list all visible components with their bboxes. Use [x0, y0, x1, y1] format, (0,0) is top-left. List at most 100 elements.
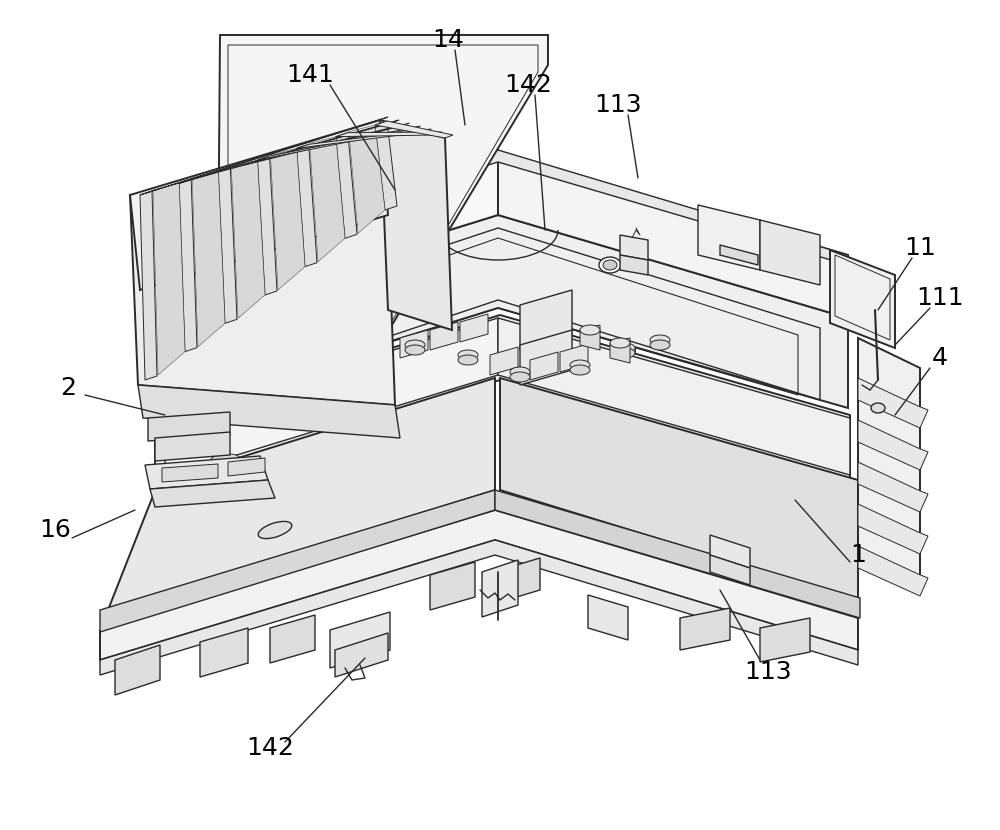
Polygon shape: [231, 160, 265, 319]
Ellipse shape: [355, 353, 375, 363]
Ellipse shape: [458, 355, 478, 365]
Polygon shape: [698, 205, 760, 270]
Polygon shape: [270, 149, 305, 290]
Polygon shape: [297, 129, 431, 149]
Polygon shape: [192, 172, 225, 347]
Polygon shape: [175, 215, 848, 408]
Polygon shape: [858, 338, 920, 590]
Ellipse shape: [258, 521, 292, 539]
Polygon shape: [228, 458, 265, 476]
Polygon shape: [100, 490, 495, 632]
Polygon shape: [115, 645, 160, 695]
Polygon shape: [858, 378, 928, 428]
Text: 11: 11: [904, 236, 936, 260]
Polygon shape: [588, 595, 628, 640]
Ellipse shape: [615, 343, 635, 353]
Polygon shape: [330, 612, 390, 668]
Text: 4: 4: [932, 346, 948, 370]
Polygon shape: [155, 315, 850, 485]
Ellipse shape: [615, 348, 635, 358]
Polygon shape: [430, 322, 458, 350]
Polygon shape: [138, 385, 400, 438]
Polygon shape: [153, 183, 185, 375]
Polygon shape: [218, 290, 372, 375]
Text: 113: 113: [744, 660, 792, 684]
Polygon shape: [498, 318, 850, 475]
Polygon shape: [100, 540, 858, 675]
Polygon shape: [179, 120, 399, 183]
Polygon shape: [148, 412, 230, 441]
Ellipse shape: [580, 325, 600, 335]
Polygon shape: [260, 353, 318, 412]
Text: 113: 113: [594, 93, 642, 117]
Polygon shape: [260, 318, 318, 382]
Ellipse shape: [405, 345, 425, 355]
Polygon shape: [520, 330, 572, 385]
Ellipse shape: [510, 372, 530, 382]
Polygon shape: [620, 235, 648, 260]
Polygon shape: [760, 618, 810, 662]
Polygon shape: [155, 432, 230, 461]
Ellipse shape: [650, 335, 670, 345]
Polygon shape: [218, 168, 237, 324]
Polygon shape: [720, 245, 758, 265]
Polygon shape: [490, 347, 518, 375]
Ellipse shape: [871, 403, 885, 413]
Ellipse shape: [599, 257, 621, 273]
Polygon shape: [218, 35, 548, 370]
Ellipse shape: [405, 340, 425, 350]
Ellipse shape: [355, 358, 375, 368]
Ellipse shape: [650, 340, 670, 350]
Polygon shape: [258, 156, 277, 295]
Polygon shape: [200, 628, 248, 677]
Polygon shape: [130, 195, 395, 405]
Ellipse shape: [210, 454, 240, 466]
Polygon shape: [858, 462, 928, 512]
Polygon shape: [335, 633, 388, 677]
Text: 142: 142: [504, 73, 552, 97]
Polygon shape: [175, 150, 498, 315]
Polygon shape: [380, 120, 452, 330]
Ellipse shape: [570, 365, 590, 375]
Text: 141: 141: [286, 63, 334, 87]
Polygon shape: [710, 555, 750, 585]
Polygon shape: [858, 546, 928, 596]
Polygon shape: [270, 615, 315, 663]
Polygon shape: [140, 191, 157, 380]
Polygon shape: [175, 150, 848, 265]
Polygon shape: [336, 133, 357, 238]
Polygon shape: [580, 325, 600, 350]
Polygon shape: [108, 378, 495, 610]
Ellipse shape: [570, 360, 590, 370]
Polygon shape: [520, 290, 572, 350]
Polygon shape: [179, 179, 197, 352]
Polygon shape: [375, 121, 397, 210]
Polygon shape: [100, 510, 858, 660]
Polygon shape: [500, 558, 540, 602]
Text: 16: 16: [39, 518, 71, 542]
Polygon shape: [278, 328, 316, 374]
Text: 14: 14: [432, 28, 464, 52]
Polygon shape: [336, 132, 442, 137]
Polygon shape: [150, 480, 275, 507]
Polygon shape: [430, 562, 475, 610]
Ellipse shape: [610, 338, 630, 348]
Polygon shape: [858, 420, 928, 470]
Polygon shape: [349, 125, 385, 233]
Polygon shape: [710, 535, 750, 568]
Polygon shape: [460, 314, 488, 342]
Polygon shape: [310, 137, 345, 261]
Ellipse shape: [491, 587, 509, 597]
Polygon shape: [858, 504, 928, 554]
Text: 142: 142: [246, 736, 294, 760]
Polygon shape: [760, 220, 820, 285]
Polygon shape: [498, 152, 848, 318]
Polygon shape: [258, 126, 420, 160]
Text: 1: 1: [850, 543, 866, 567]
Polygon shape: [165, 318, 498, 477]
Polygon shape: [620, 255, 648, 275]
Polygon shape: [400, 330, 428, 358]
Ellipse shape: [603, 260, 617, 270]
Polygon shape: [218, 123, 410, 172]
Polygon shape: [560, 344, 588, 372]
